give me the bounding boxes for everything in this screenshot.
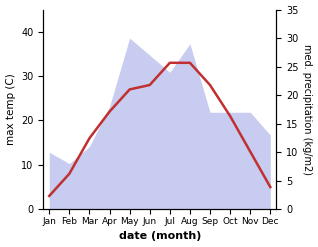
Y-axis label: med. precipitation (kg/m2): med. precipitation (kg/m2) (302, 44, 313, 175)
Y-axis label: max temp (C): max temp (C) (5, 74, 16, 145)
X-axis label: date (month): date (month) (119, 231, 201, 242)
